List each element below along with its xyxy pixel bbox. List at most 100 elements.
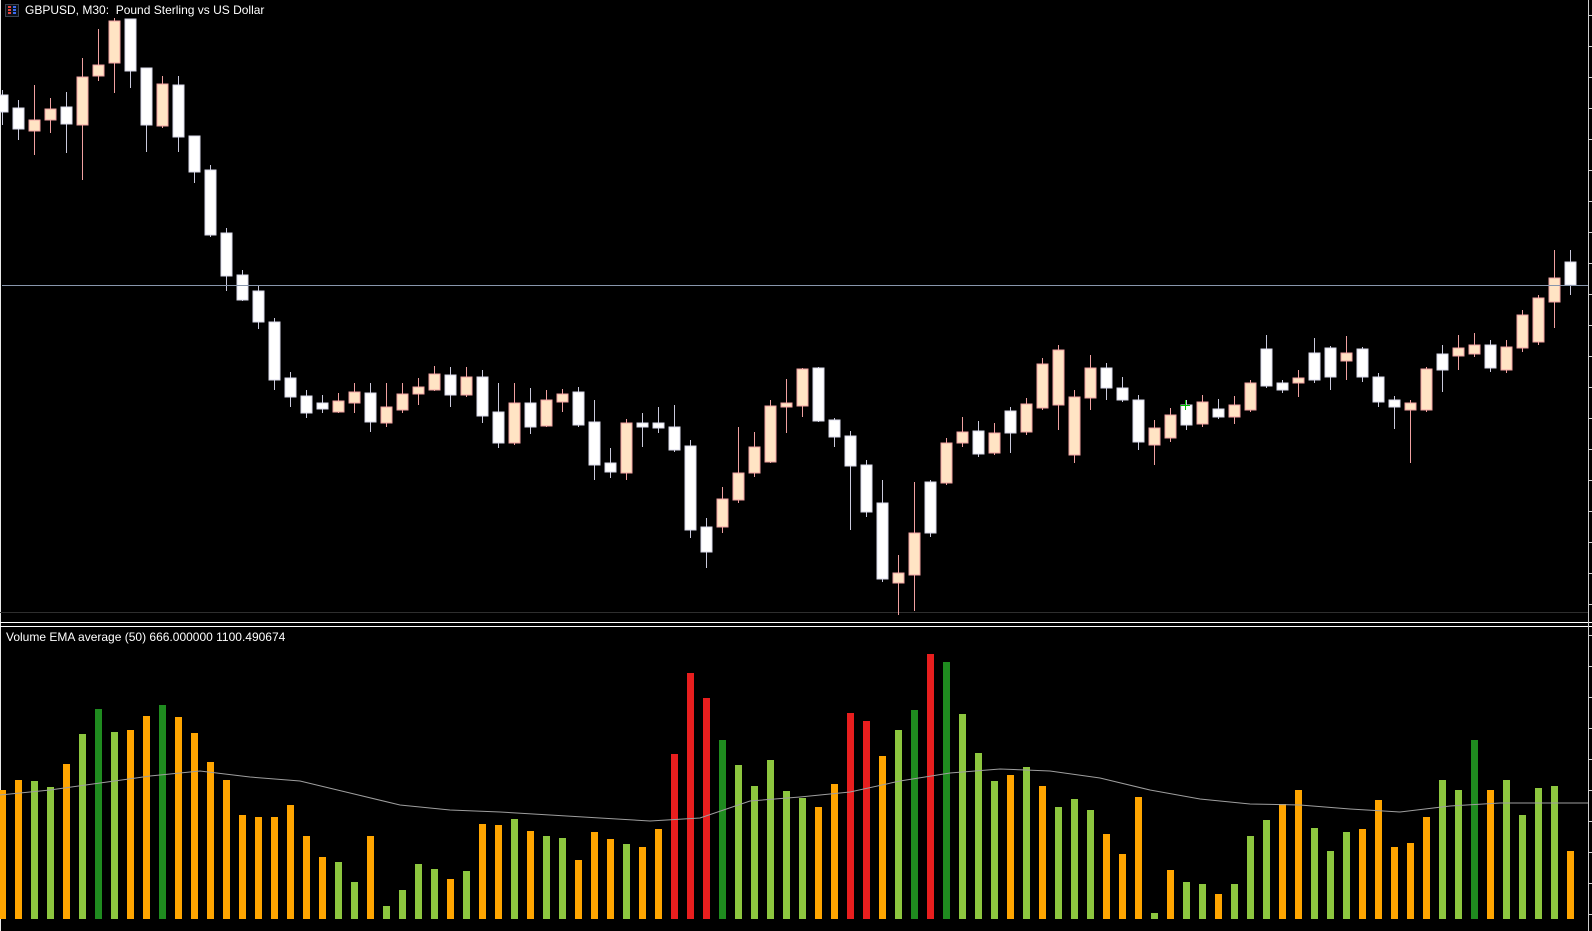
chart-title: GBPUSD, M30: Pound Sterling vs US Dollar [25,3,265,17]
candle-body [732,472,745,501]
volume-bar [1311,828,1318,919]
volume-bar [0,790,6,919]
volume-bar [1167,870,1174,919]
candle-body [300,395,313,414]
candle-body [1260,348,1273,387]
candle-body [1068,396,1081,456]
candle-body [652,422,665,429]
candle-body [1356,348,1369,378]
candle-body [924,481,937,534]
volume-bar [799,798,806,919]
volume-bar [1455,790,1462,919]
candle-body [876,502,889,580]
volume-bar [143,716,150,919]
volume-bar [847,713,854,919]
volume-bar [1215,894,1222,919]
candle-body [428,373,441,391]
candle-body [172,84,185,138]
volume-bar [895,730,902,919]
volume-bar [991,781,998,919]
candle-body [1084,367,1097,399]
volume-bar [47,787,54,919]
candle-body [92,64,105,77]
volume-bar [447,879,454,919]
volume-bar [415,864,422,919]
candle-body [860,464,873,513]
candle-body [28,119,41,132]
volume-bar [543,836,550,919]
volume-bar [1375,800,1382,919]
candle-body [972,430,985,455]
volume-bar [1487,790,1494,919]
candle-body [764,405,777,463]
candle-body [12,107,25,130]
candle-body [1388,399,1401,408]
candle-body [796,368,809,407]
candle-body [588,421,601,466]
volume-bar [959,714,966,919]
candle-body [0,94,9,113]
candle-body [780,402,793,408]
candle-body [60,106,73,125]
volume-bar [495,825,502,919]
volume-bar [703,698,710,919]
volume-bar [335,862,342,919]
volume-bar [1471,740,1478,919]
candle-body [204,169,217,236]
candle-body [156,83,169,127]
volume-bar [1279,804,1286,919]
volume-bar [575,860,582,919]
volume-bar [319,857,326,919]
candle-body [476,376,489,417]
candle-body [1340,352,1353,362]
candle-body [76,76,89,126]
volume-bar [31,781,38,919]
volume-bar [15,780,22,919]
candle-body [1308,352,1321,381]
volume-bar [271,817,278,919]
candle-body [828,419,841,438]
candle-body [188,135,201,173]
candle-body [124,18,137,72]
volume-bar [1391,847,1398,919]
candle-body [1100,367,1113,389]
candle-body [572,391,585,426]
volume-bar [223,780,230,919]
volume-bar [399,890,406,919]
volume-bar [639,847,646,919]
candle-body [1052,349,1065,406]
candle-body [1548,277,1561,303]
candle-body [1020,403,1033,433]
volume-bar [1359,829,1366,919]
volume-bar [623,844,630,919]
candle-body [1212,408,1225,418]
volume-bar [655,829,662,919]
volume-ema-line [0,768,1588,822]
volume-bar [127,730,134,919]
candle-body [1276,382,1289,391]
indicator-label: Volume EMA average (50) 666.000000 1100.… [6,630,286,644]
candle-body [1036,363,1049,409]
volume-bar [719,740,726,919]
candle-body [1244,382,1257,411]
volume-bar [1567,851,1574,919]
candle-body [1292,377,1305,384]
volume-bar [943,662,950,919]
candle-body [1404,402,1417,411]
candle-body [1116,387,1129,401]
candle-body [1468,344,1481,355]
volume-bar [1039,786,1046,919]
chart-type-icon [5,3,19,17]
candle-body [1500,346,1513,371]
candle-body [812,367,825,422]
volume-bar [559,838,566,919]
candle-body [492,411,505,444]
candle-body [380,406,393,424]
candle-body [1452,347,1465,357]
candle-body [988,432,1001,454]
candle-body [1132,399,1145,443]
candle-body [1436,353,1449,371]
candle-body [716,498,729,528]
candle-body [604,462,617,473]
